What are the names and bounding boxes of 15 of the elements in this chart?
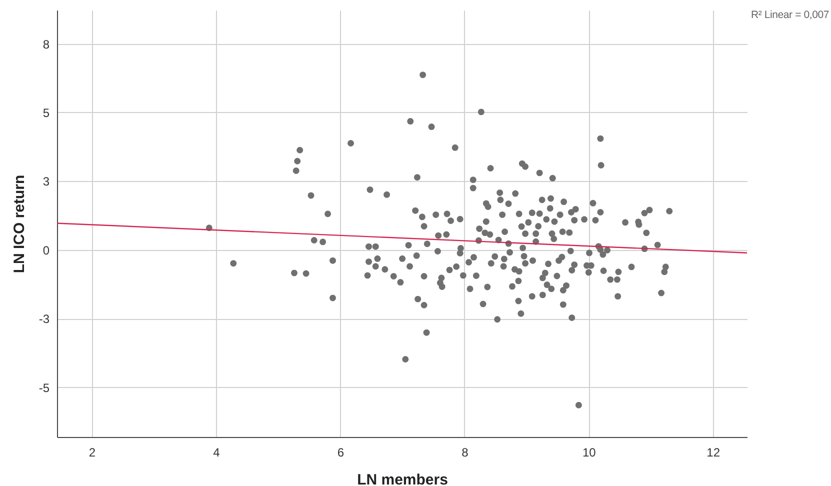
y-tick-label: 8 bbox=[42, 37, 50, 52]
x-tick-label: 8 bbox=[462, 446, 469, 460]
text: R² Linear = 0,007 bbox=[750, 9, 829, 21]
x-tick-label: 12 bbox=[706, 446, 720, 460]
x-tick-label: 2 bbox=[88, 446, 96, 460]
y-tick-label: -5 bbox=[38, 380, 50, 395]
y-tick-label: -3 bbox=[38, 312, 50, 326]
x-tick-label: 4 bbox=[213, 446, 220, 460]
y-tick-label: 0 bbox=[42, 243, 50, 258]
y-tick-label: 5 bbox=[42, 106, 50, 120]
x-tick-label: 6 bbox=[337, 446, 344, 460]
y-axis-title: LN ICO return bbox=[10, 174, 28, 274]
y-tick-label: 3 bbox=[42, 174, 50, 189]
x-tick-label: 10 bbox=[582, 446, 596, 460]
x-axis-title: LN members bbox=[357, 472, 448, 486]
